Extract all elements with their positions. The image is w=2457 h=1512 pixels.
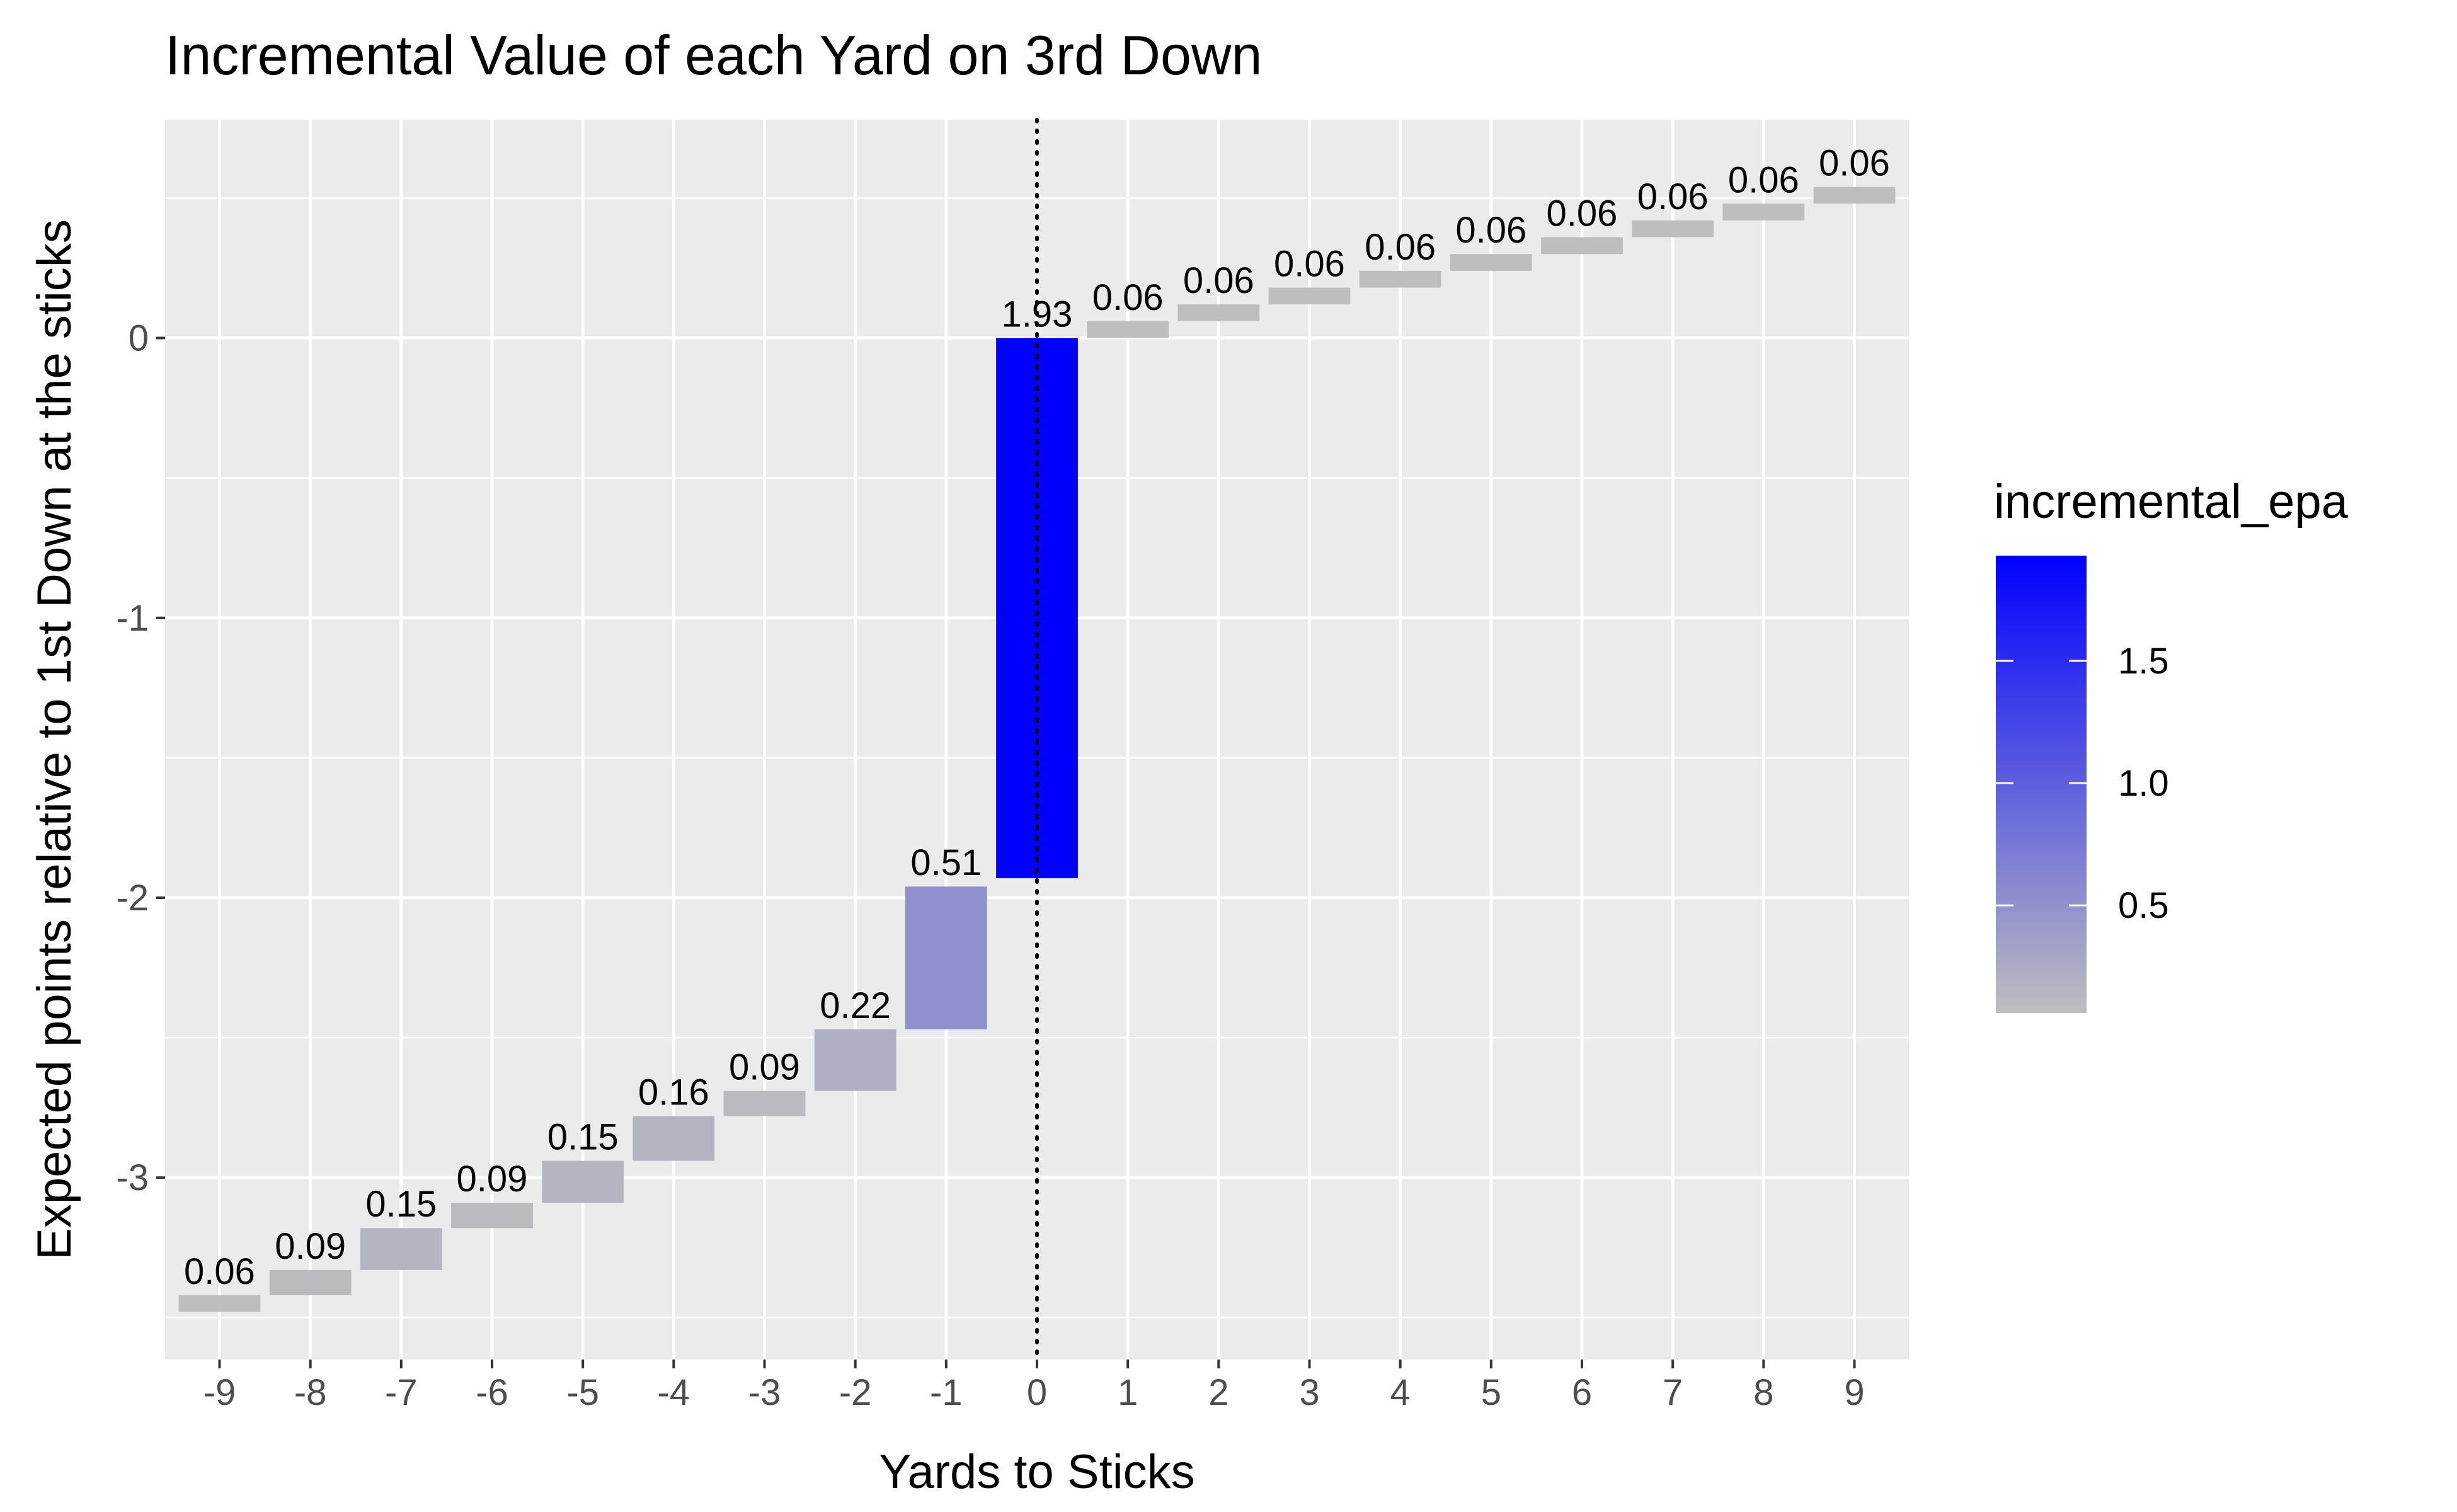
bar (1813, 186, 1896, 204)
grid-major (165, 120, 1909, 1360)
bar (633, 1116, 715, 1161)
x-tick-label: 5 (1481, 1372, 1501, 1413)
y-tick-label: -3 (116, 1157, 149, 1198)
bar (814, 1029, 896, 1091)
x-axis: -9 -8 -7 -6 -5 -4 -3 -2 -1 0 1 2 3 4 5 6 7 8 9 (203, 1360, 1865, 1413)
legend-tick-label: 1.0 (2118, 763, 2169, 804)
bar-data-label: 0.15 (547, 1117, 619, 1158)
bar-data-label: 0.15 (365, 1184, 437, 1225)
bar (1268, 287, 1351, 305)
x-tick-label: 8 (1753, 1372, 1773, 1413)
legend-colorbar (1996, 556, 2087, 1013)
bar-data-label: 0.09 (457, 1159, 528, 1200)
bar-labels: 0.06 0.09 0.15 0.09 0.15 0.16 0.09 0.22 0.51 1.93… (184, 143, 1890, 1292)
x-tick-label: 7 (1663, 1372, 1683, 1413)
bar (905, 886, 987, 1029)
x-tick-label: 3 (1299, 1372, 1319, 1413)
legend-tick-label: 1.5 (2118, 641, 2169, 682)
bar-data-label: 0.22 (820, 985, 891, 1026)
x-tick-label: -5 (566, 1372, 599, 1413)
bar-data-label: 0.06 (1728, 159, 1799, 200)
x-tick-label: 1 (1118, 1372, 1138, 1413)
bar-data-label: 0.06 (1637, 176, 1709, 217)
bar-data-label: 0.16 (638, 1072, 709, 1113)
bar (269, 1269, 352, 1295)
y-tick-label: -1 (116, 598, 149, 639)
x-tick-label: 2 (1208, 1372, 1228, 1413)
x-tick-label: -9 (203, 1372, 236, 1413)
bar (1359, 270, 1441, 288)
x-tick-label: 6 (1572, 1372, 1592, 1413)
chart-title: Incremental Value of each Yard on 3rd Do… (165, 24, 1262, 86)
bar-data-label: 0.06 (1547, 193, 1618, 234)
x-axis-title: Yards to Sticks (879, 1445, 1194, 1499)
bars (178, 186, 1896, 1312)
bar (542, 1160, 624, 1203)
x-tick-label: -7 (385, 1372, 418, 1413)
bar (1541, 237, 1623, 255)
x-tick-label: -6 (476, 1372, 508, 1413)
x-tick-label: -3 (748, 1372, 781, 1413)
x-tick-label: -4 (658, 1372, 690, 1413)
bar (1632, 220, 1714, 238)
bar-data-label: 0.51 (910, 842, 982, 883)
legend: incremental_epa 0.5 1.0 1.5 (1994, 475, 2349, 1013)
x-tick-label: -8 (294, 1372, 327, 1413)
x-tick-label: -1 (930, 1372, 963, 1413)
x-tick-label: 0 (1027, 1372, 1047, 1413)
legend-title: incremental_epa (1994, 475, 2349, 529)
bar-data-label: 0.06 (1365, 227, 1436, 268)
y-tick-label: 0 (129, 318, 149, 359)
bar-data-label: 1.93 (1002, 294, 1073, 335)
y-tick-label: -2 (116, 878, 149, 919)
bar-data-label: 0.06 (1092, 277, 1164, 318)
legend-tick-label: 0.5 (2118, 885, 2169, 926)
bar-data-label: 0.06 (184, 1251, 255, 1292)
bar-data-label: 0.09 (729, 1047, 800, 1088)
bar (1087, 321, 1169, 338)
bar (451, 1203, 533, 1228)
bar (1450, 254, 1532, 271)
bar-data-label: 0.06 (1183, 260, 1254, 301)
bar (1177, 304, 1260, 321)
x-tick-label: 9 (1844, 1372, 1864, 1413)
bar (178, 1295, 261, 1312)
bar-data-label: 0.06 (1274, 244, 1345, 285)
bar (1722, 203, 1805, 220)
bar (360, 1228, 442, 1270)
y-axis-title: Expected points relative to 1st Down at … (28, 219, 81, 1260)
x-tick-label: 4 (1390, 1372, 1411, 1413)
bar-data-label: 0.09 (275, 1226, 346, 1267)
legend-ticks: 0.5 1.0 1.5 (1996, 641, 2169, 926)
y-axis: 0 -1 -2 -3 (116, 318, 165, 1198)
bar (996, 338, 1078, 878)
bar-data-label: 0.06 (1819, 143, 1890, 184)
bar-data-label: 0.06 (1455, 210, 1526, 251)
x-tick-label: -2 (839, 1372, 872, 1413)
bar (723, 1091, 806, 1116)
